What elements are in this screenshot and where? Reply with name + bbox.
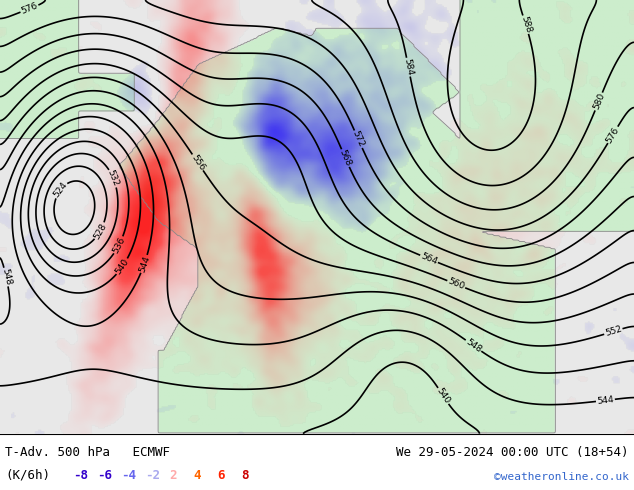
Text: -2: -2 <box>145 468 160 482</box>
Text: 528: 528 <box>92 221 108 241</box>
Text: 4: 4 <box>193 468 201 482</box>
Text: 560: 560 <box>446 277 466 292</box>
Text: We 29-05-2024 00:00 UTC (18+54): We 29-05-2024 00:00 UTC (18+54) <box>396 446 629 459</box>
Text: 8: 8 <box>242 468 249 482</box>
Text: 564: 564 <box>420 251 439 266</box>
Text: 536: 536 <box>111 235 127 255</box>
Text: 540: 540 <box>435 386 451 406</box>
Text: 2: 2 <box>169 468 177 482</box>
Text: -4: -4 <box>121 468 136 482</box>
Text: 580: 580 <box>592 92 606 111</box>
Text: 548: 548 <box>464 337 483 354</box>
Text: (K/6h): (K/6h) <box>5 468 50 482</box>
Text: 576: 576 <box>20 1 39 16</box>
Text: 576: 576 <box>605 125 621 145</box>
Text: 572: 572 <box>351 129 366 149</box>
Text: 524: 524 <box>51 180 69 199</box>
Text: -6: -6 <box>97 468 112 482</box>
Text: T-Adv. 500 hPa   ECMWF: T-Adv. 500 hPa ECMWF <box>5 446 170 459</box>
Text: 532: 532 <box>106 169 120 188</box>
Text: 548: 548 <box>0 268 13 286</box>
Text: ©weatheronline.co.uk: ©weatheronline.co.uk <box>494 471 629 482</box>
Text: 588: 588 <box>519 15 533 34</box>
Text: 540: 540 <box>113 257 131 276</box>
Text: -8: -8 <box>73 468 88 482</box>
Text: 568: 568 <box>338 148 353 168</box>
Text: 544: 544 <box>597 395 614 406</box>
Text: 552: 552 <box>604 325 623 338</box>
Text: 544: 544 <box>137 254 152 273</box>
Text: 584: 584 <box>403 58 415 76</box>
Text: 556: 556 <box>189 153 206 172</box>
Text: 6: 6 <box>217 468 225 482</box>
